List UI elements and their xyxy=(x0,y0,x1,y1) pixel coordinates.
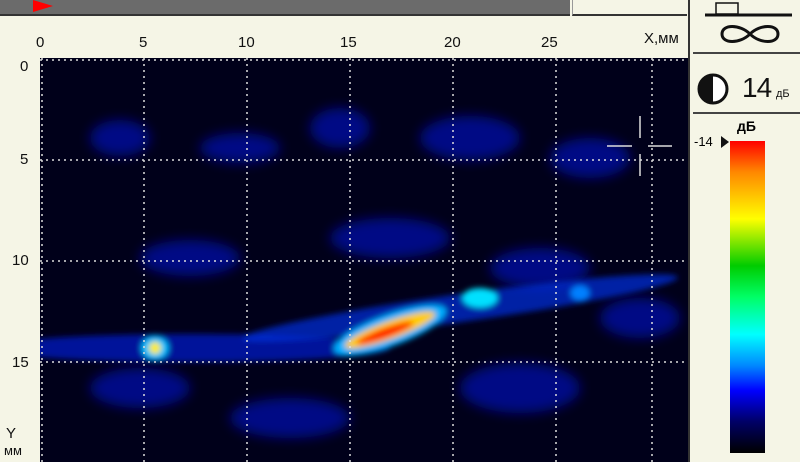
crosshair-cursor[interactable] xyxy=(607,116,672,176)
position-marker-icon[interactable] xyxy=(33,0,53,12)
x-tick: 20 xyxy=(444,34,461,51)
noise-texture xyxy=(90,108,680,438)
y-tick: 0 xyxy=(20,58,29,75)
x-axis-label: X,мм xyxy=(644,30,679,47)
y-tick: 5 xyxy=(20,151,29,168)
x-tick: 25 xyxy=(541,34,558,51)
y-axis-unit: мм xyxy=(4,443,22,458)
indication-band xyxy=(40,274,678,362)
top-right-field xyxy=(572,0,687,16)
y-tick: 15 xyxy=(12,354,29,371)
y-axis-label: Y xyxy=(6,425,17,442)
x-tick: 10 xyxy=(238,34,255,51)
x-tick: 15 xyxy=(340,34,357,51)
colorbar xyxy=(730,141,765,453)
probe-infinity-icon[interactable] xyxy=(700,0,800,50)
x-tick: 5 xyxy=(139,34,148,51)
colorbar-max-label: -14 xyxy=(694,134,713,149)
gain-unit: дБ xyxy=(776,88,790,100)
y-tick: 10 xyxy=(12,252,29,269)
contrast-icon[interactable] xyxy=(696,72,730,106)
gain-value[interactable]: 14 xyxy=(742,72,772,103)
scan-image[interactable] xyxy=(40,58,688,462)
x-tick: 0 xyxy=(36,34,45,51)
panel-divider xyxy=(688,0,690,462)
grid xyxy=(40,58,688,462)
scan-progress-bar[interactable] xyxy=(0,0,570,16)
colorbar-pointer-icon[interactable] xyxy=(721,136,729,148)
colorbar-unit: дБ xyxy=(737,118,756,134)
